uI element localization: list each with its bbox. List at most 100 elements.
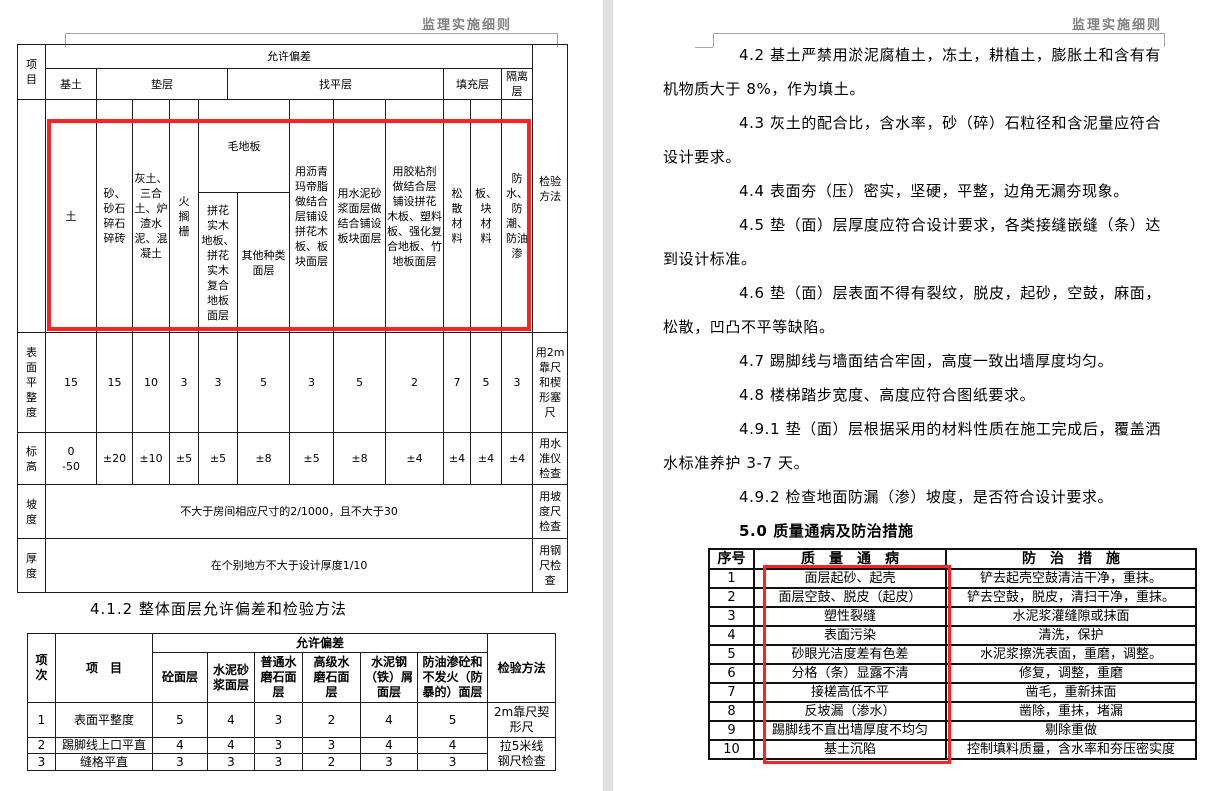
value-cell: ±5 — [169, 432, 199, 485]
col-header: 毛地板 — [198, 99, 290, 193]
col-header: 质 量 通 病 — [753, 548, 947, 570]
value-cell: 3 — [302, 737, 361, 754]
value-cell: ±4 — [470, 432, 502, 485]
col-header: 砂、 砂石 碎石 碎砖 — [96, 99, 133, 333]
value-cell: 4 — [360, 702, 418, 738]
value-cell: 4 — [152, 737, 208, 754]
col-header: 砼面层 — [152, 652, 208, 703]
quality-defects-table: 序号 质 量 通 病 防 治 措 施 1 面层起砂、起壳 铲去起壳空鼓清洁干净，… — [708, 548, 1197, 760]
value-cell: 10 — [132, 332, 170, 433]
value-cell: 2 — [302, 702, 361, 738]
col-header: 用沥青 玛帝脂 做结合 层铺设 拼花木 板、板 块面层 — [289, 99, 334, 333]
col-header: 松 散 材 料 — [443, 99, 471, 333]
method-cell: 用钢 尺检 查 — [532, 538, 569, 593]
header-rule-left — [65, 33, 558, 34]
row-number: 4 — [708, 625, 755, 646]
measure-cell: 铲去空鼓，脱皮，清扫干净，重抹。 — [945, 587, 1197, 608]
value-cell: ±5 — [198, 432, 238, 485]
value-cell: 4 — [416, 737, 489, 754]
measure-cell: 修复，调整，重磨 — [945, 663, 1197, 684]
col-header: 土 — [45, 99, 97, 333]
value-cell: ±8 — [237, 432, 290, 485]
value-cell: 4 — [207, 702, 255, 738]
row-number: 3 — [27, 753, 56, 771]
value-cell: 5 — [237, 332, 290, 433]
value-cell: 3 — [500, 332, 534, 433]
group-header: 隔离 层 — [500, 68, 534, 100]
value-cell: 2 — [385, 332, 444, 433]
col-header: 火 搁 栅 — [169, 99, 199, 333]
col-header: 用水泥砂 浆面层做 结合铺设 板块面层 — [333, 99, 386, 333]
header-rule-tick — [1164, 33, 1165, 47]
col-header: 项 次 — [27, 633, 56, 703]
row-number: 2 — [708, 587, 755, 608]
value-cell: 3 — [198, 332, 238, 433]
measure-cell: 铲去起壳空鼓清洁干净，重抹。 — [945, 568, 1197, 589]
paragraph: 4.2 基土严禁用淤泥腐植土，冻土，耕植土，膨胀土和含有有机物质大于 8%，作为… — [663, 46, 1161, 98]
row-number: 6 — [708, 663, 755, 684]
group-header: 找平层 — [227, 68, 444, 100]
row-number: 1 — [27, 702, 56, 738]
col-header: 板、 块 材 料 — [470, 99, 502, 333]
header-rule-tick — [557, 33, 558, 47]
row-label: 厚 度 — [17, 538, 46, 593]
value-cell: 3 — [254, 737, 303, 754]
page-header-title-left: 监理实施细则 — [421, 18, 512, 33]
group-header: 填充层 — [443, 68, 502, 100]
defect-cell: 反坡漏（渗水） — [753, 701, 947, 722]
defect-cell: 表面污染 — [753, 625, 947, 646]
measure-cell: 剔除重做 — [945, 720, 1197, 741]
paragraph: 4.3 灰土的配合比，含水率，砂（碎）石粒径和含泥量应符合设计要求。 — [663, 114, 1161, 166]
value-cell: 3 — [254, 702, 303, 738]
section-heading: 5.0 质量通病及防治措施 — [739, 522, 914, 540]
measure-cell: 清洗，保护 — [945, 625, 1197, 646]
allow-deviation-header: 允许偏差 — [44, 44, 534, 69]
row-label: 表面平整度 — [55, 702, 153, 738]
row-number: 5 — [708, 644, 755, 665]
row-label: 表 面 平 整 度 — [17, 332, 46, 433]
span-cell: 在个别地方不大于设计厚度1/10 — [44, 538, 534, 593]
method-cell: 用坡 度尺 检查 — [532, 484, 569, 539]
group-header: 垫层 — [96, 68, 228, 100]
col-header: 防 治 措 施 — [945, 548, 1197, 570]
page-divider — [603, 0, 613, 791]
col-header: 高级水 磨石面 层 — [302, 652, 361, 703]
value-cell: 2 — [302, 753, 361, 771]
allow-deviation-header: 允许偏差 — [151, 633, 489, 653]
page-header-title-right: 监理实施细则 — [1071, 18, 1162, 33]
value-cell: ±5 — [289, 432, 334, 485]
col-header: 水泥砂 浆面层 — [207, 652, 255, 703]
measure-cell: 凿毛，重新抹面 — [945, 682, 1197, 703]
value-cell: 3 — [416, 753, 489, 771]
col-header: 序号 — [708, 548, 755, 570]
body-text-block: 4.2 基土严禁用淤泥腐植土，冻土，耕植土，膨胀土和含有有机物质大于 8%，作为… — [663, 38, 1161, 548]
paragraph: 4.6 垫（面）层表面不得有裂纹，脱皮，起砂，空鼓，麻面，松散，凹凸不平等缺陷。 — [663, 284, 1161, 336]
col-header: 其他种类 面层 — [237, 192, 290, 333]
header-rule-tick — [713, 33, 714, 47]
value-cell: 3 — [152, 753, 208, 771]
corner-cell: 项 目 — [17, 44, 46, 100]
value-cell: 5 — [470, 332, 502, 433]
value-cell: 3 — [360, 753, 418, 771]
row-number: 1 — [708, 568, 755, 589]
value-cell: 15 — [45, 332, 97, 433]
method-header: 检验 方法 — [532, 44, 569, 333]
group-header: 基土 — [45, 68, 97, 100]
value-cell: 5 — [152, 702, 208, 738]
value-cell: ±10 — [132, 432, 170, 485]
measure-cell: 控制填料质量，含水率和夯压密实度 — [945, 739, 1197, 760]
measure-cell: 水泥浆灌缝隙或抹面 — [945, 606, 1197, 627]
row-number: 2 — [27, 737, 56, 754]
measure-cell: 水泥浆擦洗表面，重磨，调整。 — [945, 644, 1197, 665]
header-rule-tick — [65, 33, 66, 47]
method-cell: 用2m 靠尺 和楔 形塞 尺 — [532, 332, 569, 433]
row-number: 3 — [708, 606, 755, 627]
value-cell: ±4 — [385, 432, 444, 485]
value-cell: 5 — [416, 702, 489, 738]
col-header: 拼花 实木 地板、 拼花 实木 复合 地板 面层 — [198, 192, 238, 333]
defect-cell: 基土沉陷 — [753, 739, 947, 760]
value-cell: 4 — [207, 737, 255, 754]
method-header: 检验方法 — [487, 633, 557, 703]
value-cell: 3 — [207, 753, 255, 771]
